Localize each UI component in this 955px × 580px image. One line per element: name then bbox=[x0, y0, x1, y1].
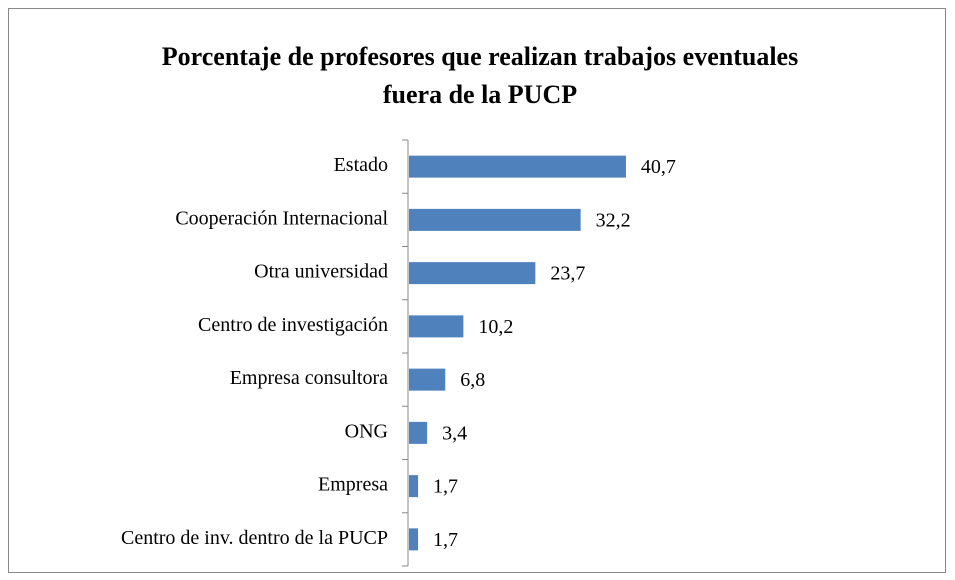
category-label: Estado bbox=[334, 154, 388, 176]
category-label: Centro de investigación bbox=[198, 314, 388, 336]
category-label: ONG bbox=[345, 420, 388, 442]
bar bbox=[409, 475, 419, 498]
category-label: Centro de inv. dentro de la PUCP bbox=[121, 527, 388, 549]
chart-title: Porcentaje de profesores que realizan tr… bbox=[161, 42, 799, 109]
data-label: 40,7 bbox=[641, 156, 676, 178]
bar bbox=[409, 368, 446, 391]
data-label: 1,7 bbox=[433, 529, 458, 551]
bar bbox=[409, 262, 536, 285]
bar bbox=[409, 528, 419, 551]
chart-frame bbox=[8, 8, 946, 573]
bar bbox=[409, 315, 464, 338]
data-label: 6,8 bbox=[460, 369, 485, 391]
category-label: Otra universidad bbox=[254, 261, 388, 283]
data-label: 1,7 bbox=[433, 476, 458, 498]
category-label: Cooperación Internacional bbox=[175, 207, 388, 229]
data-label: 23,7 bbox=[550, 263, 585, 285]
category-label: Empresa bbox=[318, 474, 388, 496]
bar bbox=[409, 155, 626, 178]
bar bbox=[409, 421, 428, 444]
data-label: 3,4 bbox=[442, 422, 467, 444]
data-label: 32,2 bbox=[596, 209, 631, 231]
data-label: 10,2 bbox=[478, 316, 513, 338]
category-label: Empresa consultora bbox=[230, 367, 388, 389]
bar bbox=[409, 208, 581, 231]
